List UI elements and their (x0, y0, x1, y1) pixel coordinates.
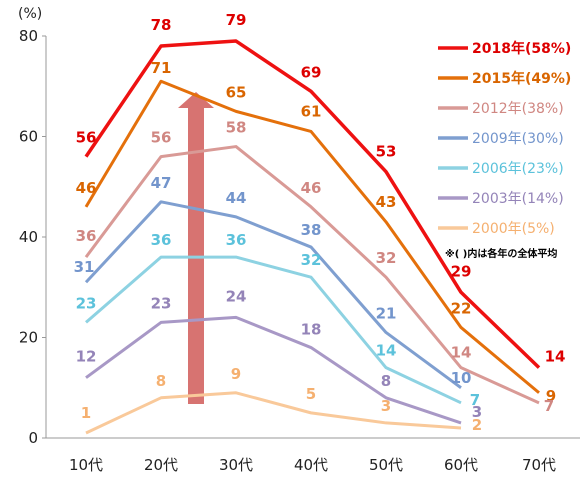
y-tick-label: 0 (28, 429, 38, 447)
x-tick-label: 40代 (294, 456, 328, 474)
legend-label: 2018年(58%) (472, 40, 571, 57)
data-label: 7 (470, 391, 480, 409)
data-label: 56 (76, 129, 97, 147)
data-label: 69 (301, 63, 322, 81)
data-label: 8 (156, 372, 166, 390)
data-label: 14 (545, 348, 566, 366)
series-line (85, 255, 462, 405)
data-label: 3 (472, 403, 482, 421)
upward-trend-arrow (178, 92, 214, 404)
data-label: 32 (376, 249, 397, 267)
data-label: 2 (472, 416, 482, 434)
data-label: 31 (74, 258, 95, 276)
data-label: 9 (546, 387, 556, 405)
data-label: 21 (376, 304, 397, 322)
legend-label: 2012年(38%) (472, 101, 564, 117)
average-note: ※( )内は各年の全体平均 (445, 247, 557, 260)
data-label: 56 (151, 129, 172, 147)
y-ticks: 0 20 40 60 80 (19, 27, 46, 447)
y-axis-unit: (%) (18, 6, 42, 22)
data-label: 46 (76, 179, 97, 197)
data-label: 36 (226, 231, 247, 249)
series-line (84, 145, 540, 405)
series-line (84, 200, 462, 389)
legend-label: 2009年(30%) (472, 131, 564, 147)
y-tick-label: 60 (19, 128, 38, 146)
x-tick-label: 20代 (144, 456, 178, 474)
data-label: 61 (301, 102, 322, 120)
data-label: 53 (376, 143, 397, 161)
series-line (85, 315, 462, 425)
data-label: 46 (301, 179, 322, 197)
legend-label: 2015年(49%) (472, 70, 571, 87)
data-label: 38 (301, 221, 322, 239)
data-label: 10 (451, 369, 472, 387)
trend-arrow-shape (178, 92, 214, 404)
data-label: 14 (451, 344, 472, 362)
data-label: 22 (451, 299, 472, 317)
data-label: 5 (306, 385, 316, 403)
x-ticks: 10代 20代 30代 40代 50代 60代 70代 (69, 456, 556, 474)
data-label: 36 (151, 231, 172, 249)
data-label: 8 (381, 372, 391, 390)
x-tick-label: 10代 (69, 456, 103, 474)
data-label: 29 (451, 262, 472, 280)
data-label: 18 (301, 321, 322, 339)
y-tick-label: 20 (19, 329, 38, 347)
legend-label: 2006年(23%) (472, 161, 564, 177)
data-label: 7 (544, 397, 554, 415)
legend: 2018年(58%) 2015年(49%) 2012年(38%) 2009年(30%)… (438, 40, 571, 237)
data-label: 71 (151, 59, 172, 77)
data-label: 9 (231, 365, 241, 383)
data-label: 43 (376, 193, 397, 211)
x-tick-label: 60代 (444, 456, 478, 474)
series-lines (84, 39, 541, 435)
x-tick-label: 70代 (522, 456, 556, 474)
legend-label: 2003年(14%) (472, 191, 564, 207)
data-label: 23 (151, 294, 172, 312)
data-label: 58 (226, 119, 247, 137)
data-label: 44 (226, 189, 247, 207)
y-tick-label: 40 (19, 228, 38, 246)
series-line (85, 391, 462, 435)
x-tick-label: 30代 (219, 456, 253, 474)
data-label: 78 (151, 16, 172, 34)
data-label: 36 (76, 227, 97, 245)
series-line (84, 79, 540, 394)
legend-label: 2000年(5%) (472, 221, 555, 237)
data-label: 65 (226, 83, 247, 101)
data-label: 32 (301, 251, 322, 269)
data-label: 14 (376, 342, 397, 360)
data-label: 23 (76, 294, 97, 312)
data-label: 12 (76, 348, 97, 366)
data-label: 3 (381, 397, 391, 415)
data-label: 47 (151, 174, 172, 192)
series-line (84, 39, 541, 369)
data-label: 1 (81, 404, 91, 422)
data-label: 24 (226, 287, 247, 305)
data-label: 79 (226, 11, 247, 29)
y-tick-label: 80 (19, 27, 38, 45)
x-tick-label: 50代 (369, 456, 403, 474)
